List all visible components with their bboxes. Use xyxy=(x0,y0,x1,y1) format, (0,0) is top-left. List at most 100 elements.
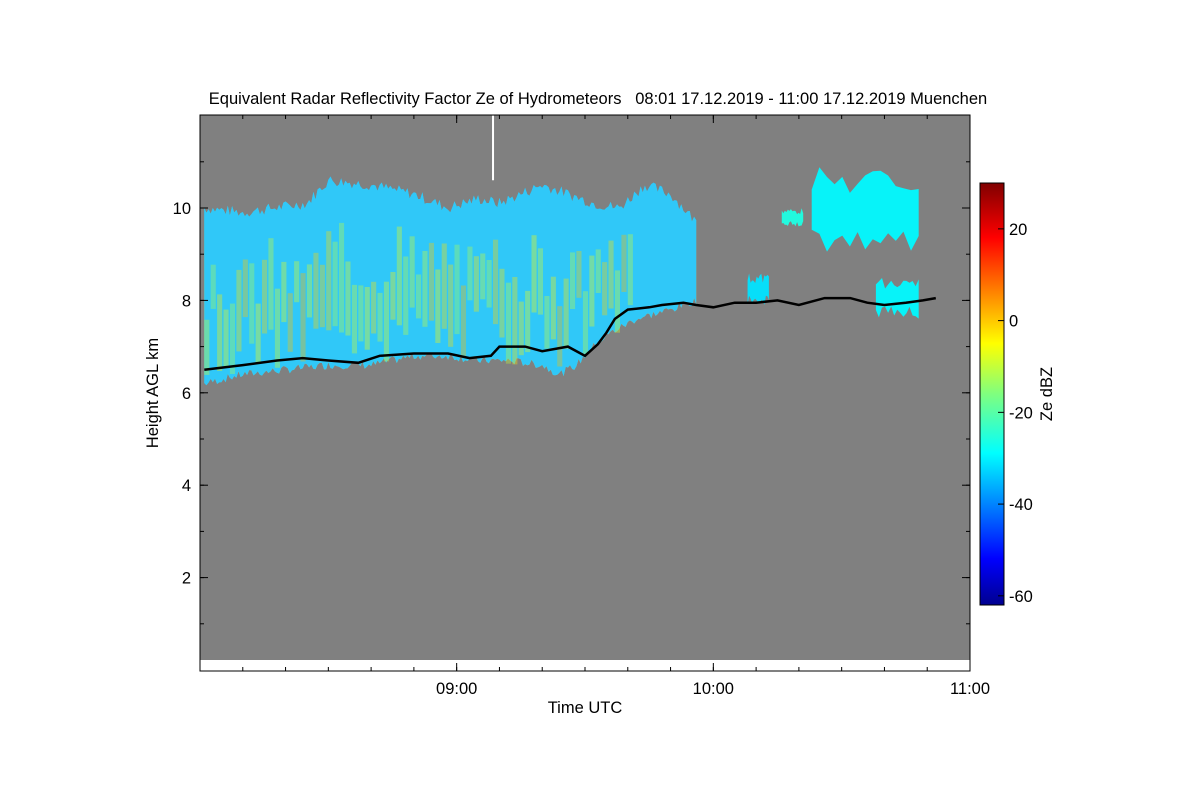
upper-cloud-cells xyxy=(747,167,919,319)
cloud-echo-layer xyxy=(204,176,697,386)
cloud-echo-streak xyxy=(249,263,255,344)
cloud-echo-streak xyxy=(313,252,319,329)
cloud-echo-streak xyxy=(428,242,434,321)
cloud-echo-streak xyxy=(377,292,383,342)
cloud-echo-streak xyxy=(614,270,620,333)
cloud-echo-streak xyxy=(493,239,499,325)
cloud-echo-edge xyxy=(204,176,697,386)
cloud-echo-streak xyxy=(480,253,486,300)
cloud-echo-streak xyxy=(570,252,576,309)
cloud-echo-streak xyxy=(204,319,210,375)
x-axis-label: Time UTC xyxy=(548,699,623,717)
cloud-echo-streak xyxy=(358,285,364,342)
cloud-echo-streak xyxy=(383,281,389,362)
upper-cloud-cell xyxy=(875,278,919,319)
y-tick-label: 10 xyxy=(173,200,191,218)
x-tick-label: 11:00 xyxy=(950,680,990,698)
cloud-echo-streak xyxy=(602,262,608,316)
cloud-echo-streak xyxy=(505,282,511,364)
cloud-echo-streak xyxy=(319,264,325,328)
x-tick-label: 10:00 xyxy=(693,680,734,698)
colorbar-tick-label: -20 xyxy=(1009,404,1033,422)
cloud-echo-streak xyxy=(345,261,351,336)
cloud-echo-streak xyxy=(390,272,396,320)
cloud-echo-streak xyxy=(409,236,415,308)
cloud-echo-streak xyxy=(274,288,280,368)
colorbar-tick-label: -60 xyxy=(1009,588,1033,606)
cloud-echo-streak xyxy=(326,231,332,331)
cloud-echo-streak xyxy=(306,264,312,318)
cloud-echo-streak xyxy=(403,256,409,335)
plot-area xyxy=(199,114,971,672)
cloud-echo-streak xyxy=(582,291,588,355)
cloud-echo-streak xyxy=(351,284,357,354)
y-tick-label: 6 xyxy=(182,385,191,403)
cloud-echo-streak xyxy=(531,235,537,313)
colorbar-tick-label: 0 xyxy=(1009,313,1018,331)
cloud-echo-streak xyxy=(262,259,268,334)
cloud-echo-streak xyxy=(371,281,377,334)
y-tick-label: 8 xyxy=(182,292,191,310)
cloud-echo-streak xyxy=(486,260,492,308)
y-axis: 2 4 6 8 10 xyxy=(173,161,970,625)
cloud-echo-streak xyxy=(512,277,518,365)
cloud-echo-streak xyxy=(255,303,261,363)
cloud-echo-streak xyxy=(448,264,454,347)
cloud-echo-streak xyxy=(627,234,633,306)
bottom-no-data-strip xyxy=(200,660,970,671)
cloud-echo-streak xyxy=(537,248,543,315)
cloud-base-line xyxy=(204,296,937,371)
cloud-echo-streak xyxy=(268,238,274,330)
x-tick-label: 09:00 xyxy=(436,680,477,698)
upper-cloud-cell xyxy=(781,208,804,227)
cloud-echo-streak xyxy=(236,269,242,352)
cloud-echo-streak xyxy=(287,293,293,352)
cloud-echo-streak xyxy=(422,251,428,327)
cloud-echo-streak xyxy=(550,276,556,340)
cloud-echo-streak xyxy=(300,273,306,362)
cloud-echo-streak xyxy=(525,290,531,353)
chart-title: Equivalent Radar Reflectivity Factor Ze … xyxy=(209,90,987,108)
cloud-echo-streak xyxy=(557,306,563,367)
cloud-echo-streak xyxy=(441,243,447,329)
y-tick-label: 4 xyxy=(182,477,191,495)
y-tick-label: 2 xyxy=(182,570,191,588)
cloud-echo-streak xyxy=(467,246,473,301)
cloud-echo-streak xyxy=(518,301,524,356)
cloud-echo-streak xyxy=(454,244,460,335)
cloud-echo-streak xyxy=(339,222,345,333)
cloud-echo-streak xyxy=(217,294,223,371)
x-axis: 09:00 10:00 11:00 xyxy=(242,115,990,698)
cloud-echo-streak xyxy=(621,234,627,292)
cloud-echo-streak xyxy=(210,264,216,309)
colorbar-gradient xyxy=(979,182,1005,606)
cloud-echo-streak xyxy=(595,249,601,293)
cloud-echo-streak xyxy=(460,285,466,359)
cloud-echo-streak xyxy=(229,303,235,374)
upper-cloud-cell xyxy=(747,273,769,305)
cloud-echo-streak xyxy=(589,255,595,327)
cloud-echo-streak xyxy=(608,240,614,309)
colorbar-tick-label: 20 xyxy=(1009,221,1027,239)
cloud-echo-streak xyxy=(576,251,582,298)
colorbar: 20 0 -20 -40 -60 Ze dBZ xyxy=(979,182,1056,606)
cloud-echo-streak xyxy=(416,274,422,319)
cloud-echo-streak xyxy=(364,287,370,350)
cloud-echo-streak xyxy=(223,309,229,367)
cloud-echo-streak xyxy=(242,259,248,318)
cloud-echo-streak xyxy=(499,268,505,338)
colorbar-tick-label: -40 xyxy=(1009,496,1033,514)
cloud-echo-streak xyxy=(332,241,338,327)
cloud-echo-streak xyxy=(435,269,441,343)
cloud-echo-streak xyxy=(544,296,550,349)
cloud-echo-streaks xyxy=(204,222,633,375)
cloud-echo-streak xyxy=(294,261,300,303)
colorbar-ticks: 20 0 -20 -40 -60 xyxy=(998,221,1033,606)
y-axis-label: Height AGL km xyxy=(144,338,162,448)
upper-cloud-cell xyxy=(811,167,919,252)
cloud-echo-streak xyxy=(473,256,479,312)
cloud-echo-streak xyxy=(396,226,402,326)
cloud-echo-streak xyxy=(563,278,569,349)
cloud-echo-streak xyxy=(281,261,287,323)
